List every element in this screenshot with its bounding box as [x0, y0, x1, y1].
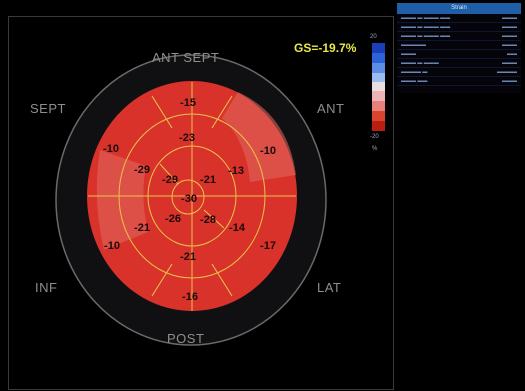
segment-mid-inferolateral: -14 [229, 222, 246, 234]
panel-row: ▬▬▬ ▬ ▬▬▬ ▬▬▬ [397, 59, 521, 68]
panel-row: ▬▬▬ ▬ ▬▬▬ ▬▬ ▬▬▬ [397, 23, 521, 32]
label-sept: SEPT [30, 101, 66, 116]
label-post: POST [167, 331, 205, 346]
segment-basal-anterior: -15 [180, 97, 196, 109]
panel-row: ▬▬▬ ▬ ▬▬▬ ▬▬ ▬▬▬ [397, 32, 521, 41]
segment-apical-septal: -29 [162, 174, 178, 186]
segment-basal-anteroseptal: -10 [103, 143, 119, 155]
divider-basal-3 [151, 263, 173, 297]
scale-unit-label: % [372, 146, 378, 152]
segment-apical-inferior: -26 [165, 213, 181, 225]
segment-mid-inferoseptal: -21 [134, 222, 150, 234]
segment-basal-inferolateral: -17 [260, 240, 276, 252]
divider-apical-2 [203, 209, 225, 229]
segment-mid-anterior: -23 [179, 132, 195, 144]
label-inf: INF [35, 280, 58, 295]
segment-apical-lateral: -28 [200, 214, 216, 226]
anterior-light-region [222, 92, 296, 182]
scale-max-label: 20 [370, 34, 377, 40]
panel-row: ▬▬▬▬ ▬ ▬▬▬▬ [397, 68, 521, 77]
plot-area [8, 16, 394, 390]
divider-basal-2 [211, 95, 233, 129]
divider-apical-1 [159, 163, 179, 185]
segment-apical-anterior: -21 [200, 174, 216, 186]
global-strain-value: GS=-19.7% [294, 41, 357, 55]
panel-row: ▬▬▬▬▬ ▬▬▬ [397, 41, 521, 50]
label-lat: LAT [317, 280, 342, 295]
label-ant-sept: ANT SEPT [152, 50, 220, 65]
strain-info-panel: Strain ▬▬▬ ▬ ▬▬▬ ▬▬ ▬▬▬ ▬▬▬ ▬ ▬▬▬ ▬▬ ▬▬▬ ▬… [397, 3, 521, 93]
divider-basal-4 [211, 263, 233, 297]
panel-row: ▬▬▬ ▬▬ ▬▬▬ [397, 77, 521, 86]
panel-row: ▬▬▬ ▬ ▬▬▬ ▬▬ ▬▬▬ [397, 14, 521, 23]
segment-mid-anteroseptal: -29 [134, 164, 150, 176]
segment-mid-inferior: -21 [180, 251, 196, 263]
panel-row: ▬▬▬ ▬▬ [397, 50, 521, 59]
divider-basal-1 [151, 95, 173, 129]
segment-apex: -30 [181, 193, 197, 205]
segment-basal-inferior: -16 [182, 291, 198, 303]
panel-header: Strain [397, 3, 521, 14]
septal-light-region [96, 150, 148, 250]
label-ant: ANT [317, 101, 345, 116]
ring-apex [171, 179, 205, 215]
scale-min-label: -20 [370, 134, 379, 140]
color-scale-bar [372, 43, 385, 131]
segment-basal-anterolateral: -10 [260, 145, 276, 157]
segment-mid-anterolateral: -13 [228, 165, 244, 177]
segment-basal-inferoseptal: -10 [104, 240, 120, 252]
